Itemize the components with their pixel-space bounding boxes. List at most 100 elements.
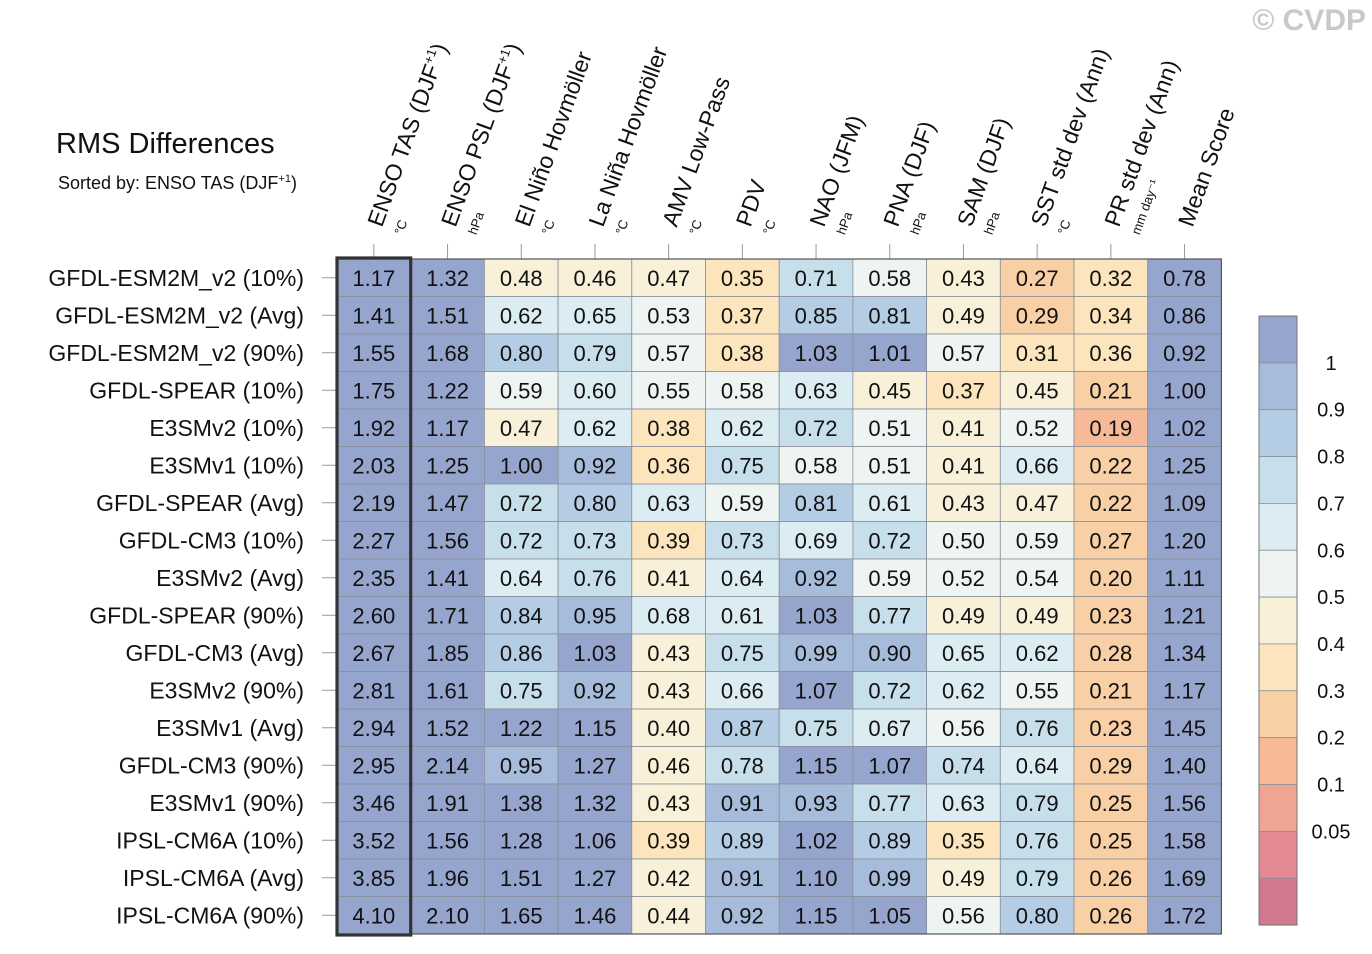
cell-value-label: 0.29 (1089, 753, 1132, 778)
cell-value-label: 0.60 (574, 378, 617, 403)
cell-value-label: 1.85 (426, 641, 469, 666)
heatmap-cell (926, 858, 1001, 897)
cell-value-label: 1.07 (868, 753, 911, 778)
colorbar-swatch (1258, 830, 1298, 879)
cell-value-label: 0.22 (1089, 453, 1132, 478)
column-unit: hPa (907, 209, 929, 237)
cell-value-label: 0.43 (647, 641, 690, 666)
cell-value-label: 1.17 (1163, 678, 1206, 703)
heatmap-cell (1073, 896, 1149, 935)
heatmap-cell (1073, 821, 1149, 860)
cell-value-label: 0.62 (942, 678, 985, 703)
column-unit: °C (612, 218, 631, 237)
cell-value-label: 0.61 (868, 491, 911, 516)
colorbar-label: 0.2 (1317, 728, 1345, 750)
column-name: PNA (DJF) (878, 118, 940, 230)
cell-value-label: 1.28 (500, 828, 543, 853)
cell-value-label: 0.31 (1016, 341, 1059, 366)
heatmap-cell (926, 446, 1001, 485)
cell-value-label: 0.42 (647, 866, 690, 891)
colorbar-label: 0.4 (1317, 634, 1345, 656)
cell-value-label: 2.67 (352, 641, 395, 666)
cell-value-label: 2.19 (352, 491, 395, 516)
cell-value-label: 0.56 (942, 903, 985, 928)
colorbar-swatch (1258, 784, 1298, 832)
cell-value-label: 1.40 (1163, 753, 1206, 778)
heatmap-cell (483, 483, 559, 522)
heatmap-cell (852, 408, 928, 447)
cell-value-label: 0.57 (647, 341, 690, 366)
colorbar-swatch (1258, 456, 1298, 504)
cell-value-label: 0.61 (721, 603, 764, 628)
cell-value-label: 0.43 (647, 678, 690, 703)
heatmap-cell (926, 596, 1001, 635)
cell-value-label: 0.58 (868, 266, 911, 291)
heatmap-cell (999, 558, 1075, 597)
cell-value-label: 1.20 (1163, 528, 1206, 553)
cell-value-label: 0.49 (942, 603, 985, 628)
cell-value-label: 1.34 (1163, 641, 1206, 666)
column-unit: °C (391, 218, 410, 237)
heatmap-cell (631, 858, 706, 897)
heatmap-cell (336, 296, 412, 335)
cell-value-label: 1.02 (795, 828, 838, 853)
cell-value-label: 1.47 (426, 491, 469, 516)
cell-value-label: 4.10 (352, 903, 395, 928)
cell-value-label: 0.45 (868, 378, 911, 403)
cell-value-label: 0.43 (942, 266, 985, 291)
cell-value-label: 0.78 (1163, 266, 1206, 291)
heatmap-cell (999, 371, 1075, 410)
cell-value-label: 1.69 (1163, 866, 1206, 891)
heatmap-cell (705, 633, 780, 672)
cell-value-label: 0.92 (795, 566, 838, 591)
cell-value-label: 1.25 (426, 453, 469, 478)
cell-value-label: 0.27 (1089, 528, 1132, 553)
colorbar-swatch (1258, 596, 1298, 645)
cell-value-label: 0.75 (795, 716, 838, 741)
heatmap-cell (705, 783, 780, 822)
cell-value-label: 3.52 (352, 828, 395, 853)
cell-value-label: 0.62 (1016, 641, 1059, 666)
cell-value-label: 0.77 (868, 791, 911, 816)
cell-value-label: 0.64 (1016, 753, 1059, 778)
cell-value-label: 0.75 (721, 641, 764, 666)
cell-value-label: 0.92 (721, 903, 764, 928)
cell-value-label: 0.91 (721, 791, 764, 816)
column-name: SAM (DJF) (952, 114, 1015, 230)
cell-value-label: 1.10 (795, 866, 838, 891)
column-name: Mean Score (1173, 104, 1240, 229)
heatmap-cell (557, 483, 633, 522)
row-labels: GFDL-ESM2M_v2 (10%) GFDL-ESM2M_v2 (Avg) GF… (48, 265, 337, 928)
heatmap-cell (926, 521, 1001, 560)
column-header: SAM (DJF)hPa (952, 114, 1015, 237)
cell-value-label: 1.61 (426, 678, 469, 703)
heatmap-cell (631, 521, 706, 560)
cell-value-label: 0.43 (647, 791, 690, 816)
cell-value-label: 0.55 (647, 378, 690, 403)
cell-value-label: 0.80 (574, 491, 617, 516)
cell-value-label: 0.25 (1089, 791, 1132, 816)
column-unit: hPa (465, 209, 487, 237)
column-name: NAO (JFM) (804, 112, 868, 230)
cell-value-label: 1.25 (1163, 453, 1206, 478)
cell-value-label: 2.14 (426, 753, 469, 778)
heatmap-cell (410, 333, 485, 372)
cell-value-label: 0.41 (942, 416, 985, 441)
heatmap-cell (1073, 633, 1149, 672)
heatmap-cell (631, 558, 706, 597)
heatmap-cell (410, 746, 485, 785)
heatmap-cell (705, 596, 780, 635)
row-label: E3SMv1 (90%) (149, 790, 304, 816)
cell-value-label: 0.63 (795, 378, 838, 403)
column-name-sup: +1 (420, 47, 439, 66)
colorbar-swatch (1258, 643, 1298, 692)
heatmap-cell (483, 408, 559, 447)
cell-value-label: 0.21 (1089, 378, 1132, 403)
row-label: IPSL-CM6A (90%) (116, 902, 304, 928)
heatmap-cell (557, 521, 633, 560)
cell-value-label: 0.92 (574, 678, 617, 703)
cell-value-label: 1.03 (574, 641, 617, 666)
heatmap-cell (705, 483, 780, 522)
cell-value-label: 0.73 (721, 528, 764, 553)
colorbar: 1 0.9 0.8 0.7 0.6 0.5 0.4 0.3 0.2 0.1 0.05 (1258, 315, 1350, 926)
